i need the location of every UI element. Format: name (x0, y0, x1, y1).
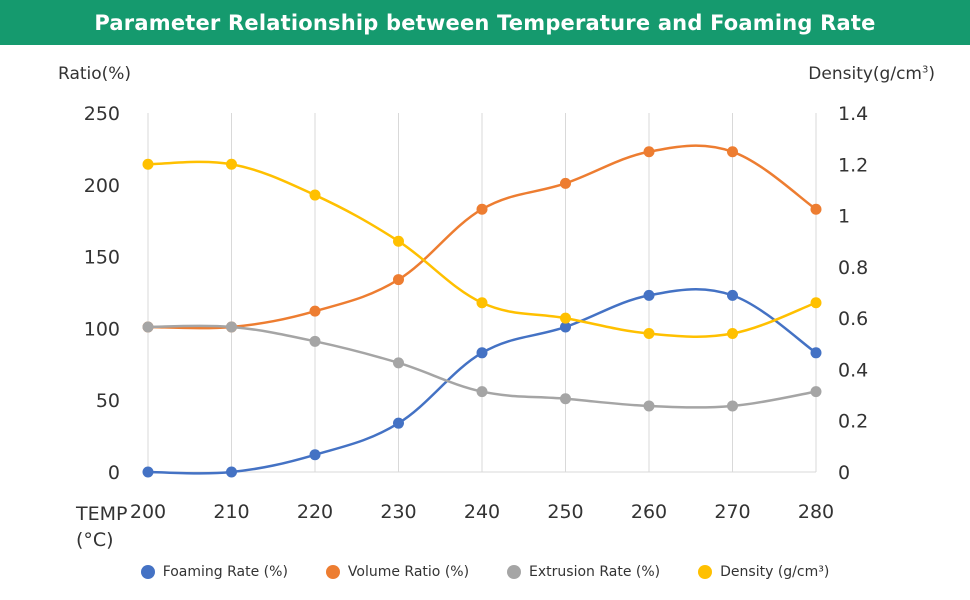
series-3-point-6 (643, 328, 655, 340)
y-right-tick-label-2: 0.4 (838, 359, 868, 381)
y-right-tick-label-5: 1 (838, 206, 850, 228)
series-0-point-4 (476, 347, 488, 359)
series-0-point-7 (727, 289, 738, 301)
title-bar: Parameter Relationship between Temperatu… (0, 0, 970, 45)
series-0-point-8 (810, 347, 822, 359)
y-axis-right-label: Density(g/cm3) (808, 64, 935, 84)
x-tick-label-6: 260 (631, 501, 667, 523)
series-0-point-6 (643, 289, 655, 301)
y-left-tick-label-3: 150 (84, 247, 120, 269)
chart-legend: Foaming Rate (%) Volume Ratio (%) Extrusio… (0, 559, 970, 585)
y-left-tick-label-2: 100 (84, 318, 120, 340)
y-right-tick-label-3: 0.6 (838, 308, 868, 330)
series-2-point-2 (309, 335, 321, 347)
series-2-point-6 (643, 400, 655, 412)
x-tick-label-3: 230 (380, 501, 416, 523)
series-3-point-3 (393, 235, 404, 247)
legend-item-0: Foaming Rate (%) (140, 564, 288, 580)
series-3-point-4 (476, 297, 488, 309)
series-0-point-2 (309, 449, 321, 461)
x-axis-label-line1: TEMP (76, 503, 128, 525)
series-2-point-5 (560, 393, 571, 405)
legend-marker-3 (698, 565, 713, 579)
y-axis-right-label-sup: 3 (921, 64, 929, 76)
y-right-tick-label-1: 0.2 (838, 411, 868, 433)
series-2-point-1 (226, 321, 237, 333)
legend-item-1: Volume Ratio (%) (325, 564, 470, 580)
x-tick-label-0: 200 (130, 501, 166, 523)
series-3-point-5 (560, 312, 571, 324)
series-1-point-8 (810, 203, 822, 215)
x-tick-label-4: 240 (464, 501, 500, 523)
x-tick-label-5: 250 (547, 501, 583, 523)
series-3-point-7 (727, 328, 738, 340)
x-tick-label-8: 280 (798, 501, 834, 523)
series-1-point-6 (643, 146, 655, 158)
y-axis-left-label: Ratio(%) (58, 64, 132, 84)
chart-title: Parameter Relationship between Temperatu… (94, 10, 876, 35)
series-0-point-0 (142, 466, 154, 478)
y-left-tick-label-0: 0 (108, 462, 120, 484)
x-tick-label-1: 210 (213, 501, 249, 523)
series-1-point-7 (727, 146, 738, 158)
x-tick-label-2: 220 (297, 501, 333, 523)
y-right-tick-label-0: 0 (838, 462, 850, 484)
series-1-point-5 (560, 177, 571, 189)
series-0-point-5 (560, 321, 571, 333)
y-left-tick-label-4: 200 (84, 175, 120, 197)
series-1-point-4 (476, 203, 488, 215)
legend-label-0: Foaming Rate (%) (162, 564, 288, 580)
x-axis-label-line2: (°C) (76, 529, 114, 551)
legend-label-1: Volume Ratio (%) (347, 564, 470, 580)
legend-label-2: Extrusion Rate (%) (529, 564, 661, 580)
series-0-point-1 (226, 466, 237, 478)
y-axis-right-label-text: Density(g/cm (808, 64, 922, 84)
series-1-point-2 (309, 305, 321, 317)
y-right-tick-label-4: 0.8 (838, 257, 868, 279)
x-tick-label-7: 270 (714, 501, 750, 523)
series-2-point-4 (476, 386, 488, 398)
legend-marker-1 (325, 565, 340, 579)
legend-item-3: Density (g/cm³) (698, 564, 829, 580)
y-axis-right-label-close: ) (928, 64, 935, 84)
y-left-tick-label-1: 50 (96, 390, 120, 412)
series-1-point-3 (393, 274, 404, 286)
y-right-tick-label-7: 1.4 (838, 103, 868, 125)
y-right-tick-label-6: 1.2 (838, 154, 868, 176)
legend-marker-0 (140, 565, 155, 579)
series-2-point-0 (142, 321, 154, 333)
series-3-point-8 (810, 297, 822, 309)
legend-marker-2 (507, 565, 522, 579)
x-axis-label: TEMP (°C) (76, 501, 127, 553)
legend-item-2: Extrusion Rate (%) (507, 564, 660, 580)
legend-label-3: Density (g/cm³) (720, 564, 830, 580)
y-left-tick-label-5: 250 (84, 103, 120, 125)
series-0-point-3 (393, 417, 404, 429)
series-3-point-2 (309, 189, 321, 201)
series-3-point-0 (142, 158, 154, 170)
series-2-point-3 (393, 357, 404, 369)
series-2-point-7 (727, 400, 738, 412)
series-2-point-8 (810, 386, 822, 398)
series-3-point-1 (226, 158, 237, 170)
